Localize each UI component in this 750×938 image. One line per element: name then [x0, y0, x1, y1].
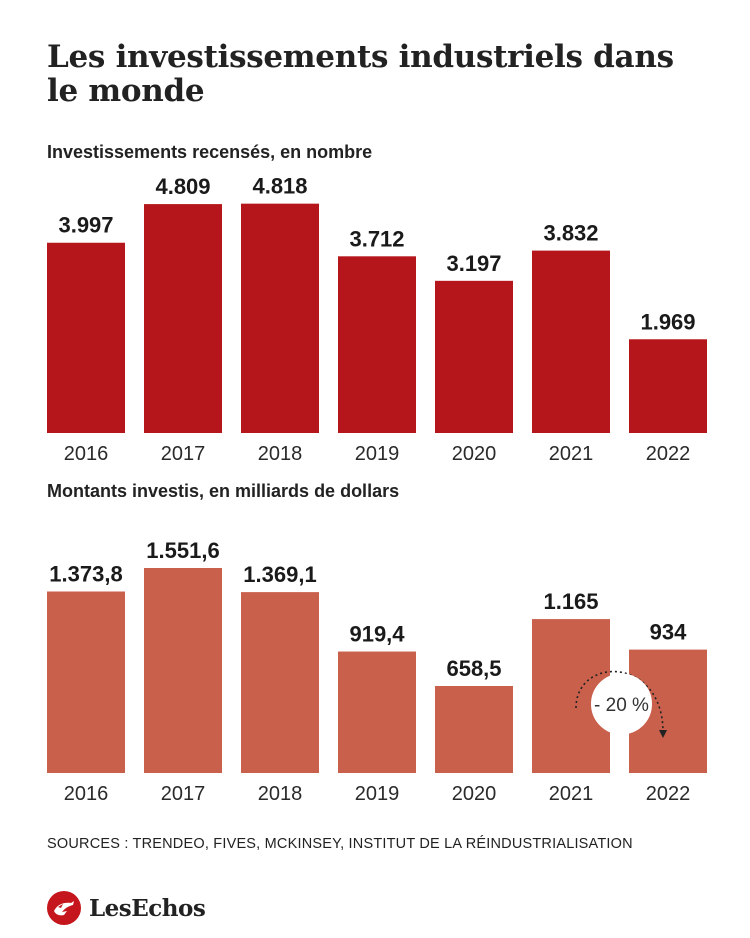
bar-2018: [241, 592, 319, 773]
value-label-2020: 3.197: [446, 251, 501, 276]
x-tick-2017: 2017: [161, 783, 206, 805]
bar-2022: [629, 339, 707, 433]
chart2-subtitle: Montants investis, en milliards de dolla…: [47, 481, 400, 501]
x-tick-2019: 2019: [355, 783, 400, 805]
bar-2019: [338, 651, 416, 773]
value-label-2022: 1.969: [640, 309, 695, 334]
chart1-subtitle: Investissements recensés, en nombre: [47, 142, 373, 162]
change-arrow-path: [575, 670, 664, 733]
x-tick-2019: 2019: [355, 443, 400, 465]
value-label-2018: 1.369,1: [243, 562, 316, 587]
x-tick-2017: 2017: [161, 443, 206, 465]
value-label-2017: 4.809: [155, 174, 210, 199]
value-label-2020: 658,5: [446, 656, 501, 681]
les-echos-logo: LesEchos: [47, 890, 206, 926]
bar-2018: [241, 203, 319, 433]
bar-2020: [435, 685, 513, 773]
bar-2016: [47, 591, 125, 773]
bar-2019: [338, 256, 416, 433]
change-annotation: - 20 %: [575, 670, 667, 738]
x-tick-2021: 2021: [549, 443, 594, 465]
x-tick-2018: 2018: [258, 783, 303, 805]
x-tick-2020: 2020: [452, 783, 497, 805]
bar-2020: [435, 280, 513, 433]
x-tick-2021: 2021: [549, 783, 594, 805]
change-circle: [591, 673, 652, 735]
x-tick-2018: 2018: [258, 443, 303, 465]
value-label-2022: 934: [650, 620, 687, 645]
chart-investments-count: 3.997 2016 4.809 2017 4.818 2018 3.712 2019 3.19…: [47, 174, 707, 465]
les-echos-logo-icon: [47, 891, 81, 925]
bar-2017: [144, 568, 222, 773]
x-tick-2022: 2022: [646, 783, 691, 805]
bar-2016: [47, 242, 125, 433]
value-label-2019: 919,4: [349, 622, 405, 647]
change-arrowhead-icon: [659, 730, 667, 738]
sources-note: SOURCES : TRENDEO, FIVES, MCKINSEY, INST…: [47, 836, 633, 852]
value-label-2016: 1.373,8: [49, 561, 122, 586]
value-label-2021: 1.165: [543, 589, 598, 614]
value-label-2016: 3.997: [58, 213, 113, 238]
chart-title: Les investissements industriels dans le …: [47, 39, 674, 109]
x-tick-2016: 2016: [64, 443, 109, 465]
x-tick-2020: 2020: [452, 443, 497, 465]
value-label-2019: 3.712: [349, 226, 404, 251]
chart-investment-amounts: 1.373,8 2016 1.551,6 2017 1.369,1 2018 919,4 20…: [47, 538, 707, 805]
les-echos-logo-text: LesEchos: [89, 894, 206, 922]
change-label: - 20 %: [594, 695, 649, 716]
bar-2017: [144, 204, 222, 433]
value-label-2017: 1.551,6: [146, 538, 219, 563]
x-tick-2016: 2016: [64, 783, 109, 805]
value-label-2018: 4.818: [252, 174, 307, 199]
x-tick-2022: 2022: [646, 443, 691, 465]
value-label-2021: 3.832: [543, 221, 598, 246]
bar-2021: [532, 250, 610, 433]
